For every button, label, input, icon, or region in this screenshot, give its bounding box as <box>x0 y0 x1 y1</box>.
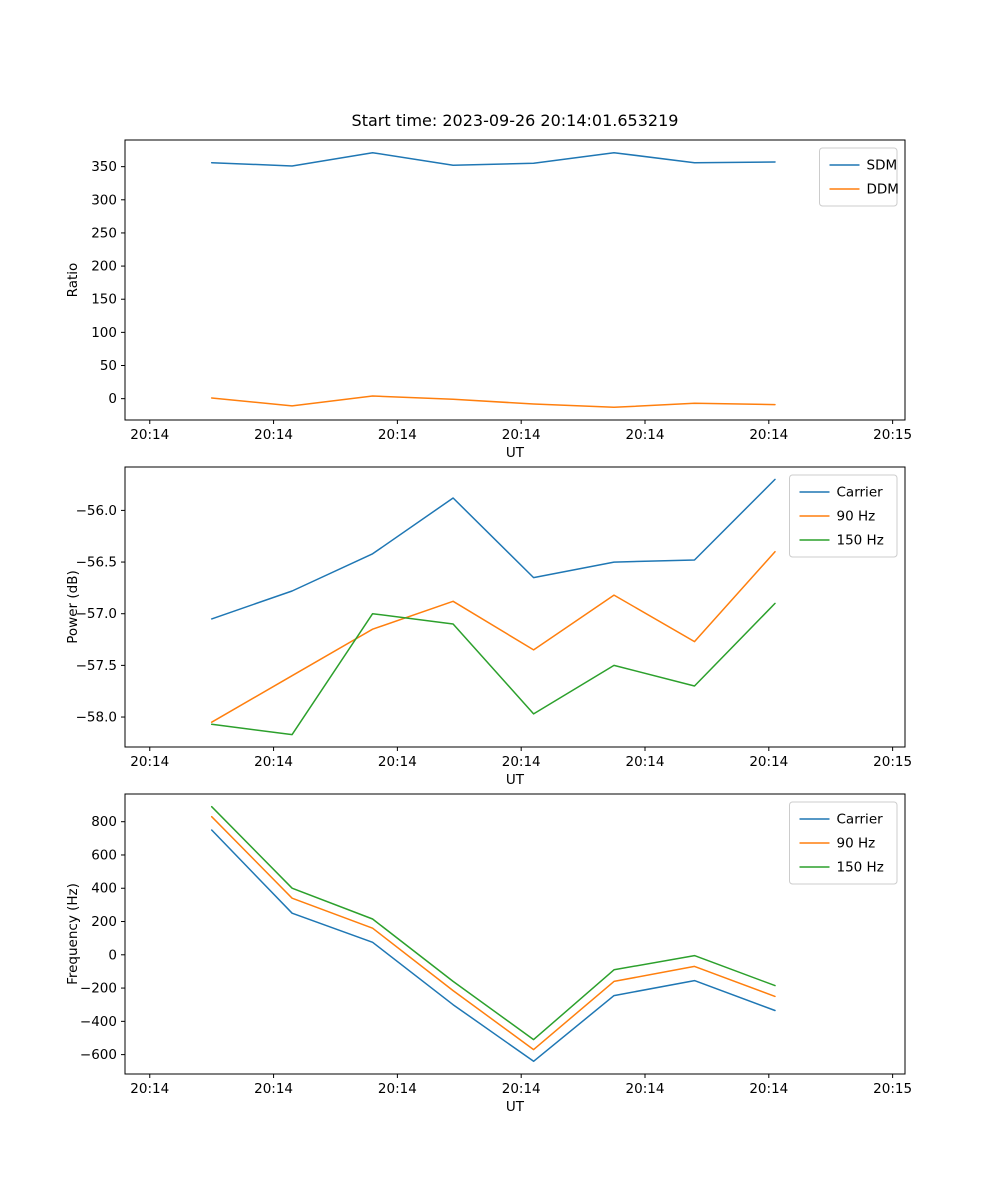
y-tick-label: −600 <box>80 1047 117 1063</box>
y-tick-label: 800 <box>91 814 117 830</box>
y-tick-label: 150 <box>91 292 117 308</box>
legend-label: DDM <box>867 182 899 198</box>
y-tick-label: 600 <box>91 847 117 863</box>
series-line-90-hz <box>210 815 776 1051</box>
x-tick-label: 20:15 <box>873 754 912 770</box>
axes-border <box>124 793 906 1075</box>
legend-label: SDM <box>867 158 898 174</box>
y-tick-label: 50 <box>100 358 117 374</box>
x-tick-label: 20:14 <box>378 1081 417 1097</box>
x-tick-label: 20:14 <box>502 754 541 770</box>
x-tick-label: 20:14 <box>626 427 665 443</box>
y-tick-label: 250 <box>91 225 117 241</box>
legend-box <box>819 147 898 207</box>
x-tick-label: 20:14 <box>502 1081 541 1097</box>
y-axis-label: Frequency (Hz) <box>65 883 81 985</box>
legend-label: 90 Hz <box>837 836 876 852</box>
y-tick-label: −200 <box>80 981 117 997</box>
x-tick-label: 20:15 <box>873 427 912 443</box>
series-line-150-hz <box>210 805 776 1041</box>
x-tick-label: 20:14 <box>130 754 169 770</box>
chart-3: 20:14 20:14 20:14 20:14 20:14 20:14 20:15 −600 −… <box>65 793 912 1115</box>
chart-2: 20:14 20:14 20:14 20:14 20:14 20:14 20:15 −58.0… <box>65 466 912 788</box>
legend-label: 150 Hz <box>837 860 884 876</box>
x-tick-label: 20:15 <box>873 1081 912 1097</box>
x-tick-label: 20:14 <box>254 754 293 770</box>
x-tick-label: 20:14 <box>502 427 541 443</box>
x-tick-label: 20:14 <box>130 427 169 443</box>
y-tick-label: −56.5 <box>76 555 117 571</box>
axes-border <box>124 466 906 748</box>
x-axis-label: UT <box>506 1099 525 1115</box>
legend: Carrier 90 Hz 150 Hz <box>789 474 898 558</box>
legend-label: Carrier <box>837 812 884 828</box>
x-tick-label: 20:14 <box>378 754 417 770</box>
y-tick-label: 100 <box>91 325 117 341</box>
x-axis-label: UT <box>506 445 525 461</box>
x-axis-label: UT <box>506 772 525 788</box>
y-tick-label: −58.0 <box>76 710 117 726</box>
x-tick-label: 20:14 <box>378 427 417 443</box>
legend-box <box>789 801 898 885</box>
x-tick-label: 20:14 <box>749 1081 788 1097</box>
y-tick-label: 200 <box>91 259 117 275</box>
x-tick-label: 20:14 <box>626 1081 665 1097</box>
y-tick-label: −56.0 <box>76 503 117 519</box>
legend-label: Carrier <box>837 485 884 501</box>
y-tick-label: 300 <box>91 192 117 208</box>
x-tick-label: 20:14 <box>254 427 293 443</box>
legend-box <box>789 474 898 558</box>
series-line-150-hz <box>210 602 776 736</box>
x-tick-label: 20:14 <box>254 1081 293 1097</box>
x-tick-label: 20:14 <box>130 1081 169 1097</box>
legend-label: 150 Hz <box>837 533 884 549</box>
y-tick-label: 350 <box>91 159 117 175</box>
series-line-90-hz <box>210 550 776 723</box>
y-tick-label: 400 <box>91 881 117 897</box>
series-line-ddm <box>210 395 776 409</box>
y-tick-label: 200 <box>91 914 117 930</box>
legend: Carrier 90 Hz 150 Hz <box>789 801 898 885</box>
chart-1: 20:14 20:14 20:14 20:14 20:14 20:14 20:15 0 50 10… <box>65 139 912 461</box>
y-axis-label: Ratio <box>65 263 81 298</box>
series-line-sdm <box>210 151 776 167</box>
figure-title: Start time: 2023-09-26 20:14:01.653219 <box>351 111 679 130</box>
y-tick-label: 0 <box>108 391 117 407</box>
y-tick-label: −57.0 <box>76 606 117 622</box>
x-tick-label: 20:14 <box>626 754 665 770</box>
y-tick-label: −57.5 <box>76 658 117 674</box>
y-tick-label: 0 <box>108 947 117 963</box>
x-tick-label: 20:14 <box>749 754 788 770</box>
y-tick-label: −400 <box>80 1014 117 1030</box>
legend-label: 90 Hz <box>837 509 876 525</box>
series-line-carrier <box>210 478 776 620</box>
x-tick-label: 20:14 <box>749 427 788 443</box>
legend: SDM DDM <box>819 147 899 207</box>
series-line-carrier <box>210 829 776 1063</box>
axes-border <box>124 139 906 421</box>
y-axis-label: Power (dB) <box>65 570 81 643</box>
